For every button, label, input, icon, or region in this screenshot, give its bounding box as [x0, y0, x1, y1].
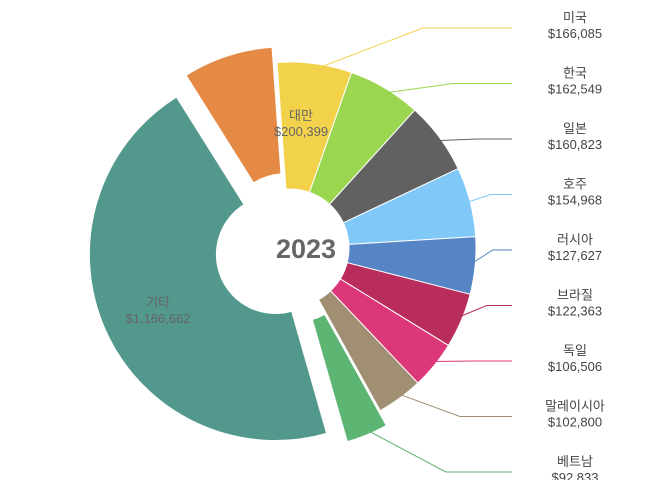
slice-1-leader-line: [313, 27, 512, 71]
slice-8-name-label: 말레이시아: [545, 399, 605, 414]
slice-7-name-label: 독일: [563, 343, 587, 358]
slice-2-leader-line: [381, 83, 512, 94]
slice-3-name-label: 일본: [563, 121, 587, 136]
slice-3-value-label: $160,823: [548, 137, 602, 152]
slice-2-name-label: 한국: [563, 66, 587, 81]
slice-9-name-label: 베트남: [557, 454, 593, 469]
slice-2-value-label: $162,549: [548, 82, 602, 97]
slice-1-name-label: 미국: [563, 10, 587, 25]
slice-11-wedge[interactable]: [185, 46, 282, 184]
slice-5-leader-line: [468, 249, 512, 266]
slice-10-name-label: 기타: [146, 295, 170, 310]
slice-4-name-label: 호주: [563, 177, 587, 192]
slice-7-value-label: $106,506: [548, 359, 602, 374]
slice-8-leader-line: [396, 392, 512, 417]
slice-4-leader-line: [464, 194, 512, 204]
slice-6-value-label: $122,363: [548, 304, 602, 319]
slice-9-wedge[interactable]: [311, 313, 387, 443]
slice-9-leader-line: [364, 428, 512, 473]
slice-8-value-label: $102,800: [548, 415, 602, 430]
slice-10-value-label: $1,166,662: [126, 311, 191, 326]
slice-9-value-label: $92,833: [552, 470, 599, 480]
slice-5-value-label: $127,627: [548, 248, 602, 263]
slice-1-value-label: $166,085: [548, 26, 602, 41]
slice-4-value-label: $154,968: [548, 193, 602, 208]
slice-11-value-label: $200,399: [274, 124, 328, 139]
slice-8-wedge[interactable]: [317, 290, 419, 412]
slice-6-leader-line: [455, 305, 512, 319]
slice-5-name-label: 러시아: [557, 232, 593, 247]
slice-10-wedge[interactable]: [88, 96, 328, 441]
center-year-label: 2023: [276, 234, 336, 264]
slice-11-name-label: 대만: [289, 108, 313, 123]
slice-6-name-label: 브라질: [557, 288, 593, 303]
slice-3-leader-line: [434, 138, 512, 142]
